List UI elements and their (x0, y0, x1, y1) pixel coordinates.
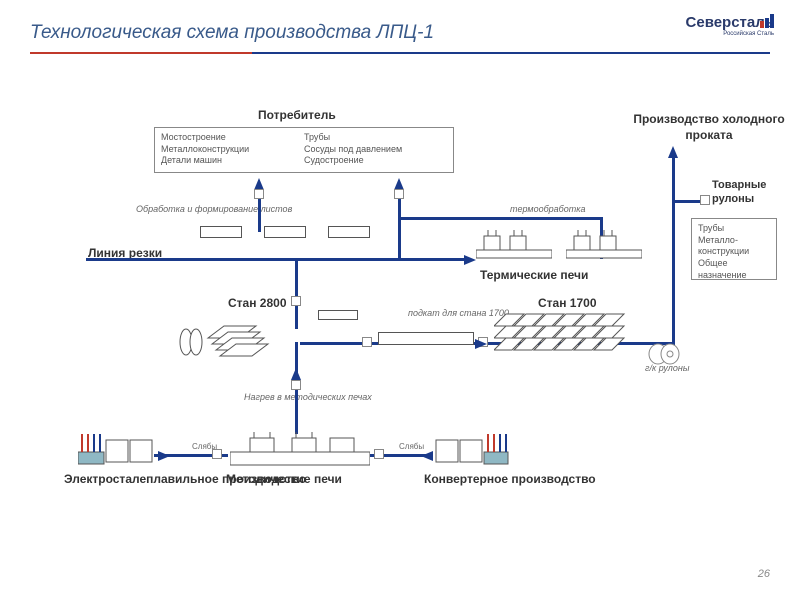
eaf-plant-icon (78, 420, 156, 473)
logo-subtitle: Российская Сталь (686, 31, 774, 37)
consumer-box: Мостостроение Металлоконструкции Детали … (154, 127, 454, 173)
commodity-rolls-label: Товарные рулоны (712, 178, 800, 207)
pbox-0: Трубы (698, 223, 770, 235)
furnace-heating-label: Нагрев в методических печах (244, 392, 372, 403)
arrow-box-icon (291, 380, 301, 390)
mill1700-icon (494, 306, 644, 361)
arrow-box-icon (700, 195, 710, 205)
converter-label: Конвертерное производство (424, 472, 596, 488)
slab-icon (200, 226, 242, 238)
slab-icon (328, 226, 370, 238)
pbox-2: Общее назначение (698, 258, 770, 281)
cbox-c1-2: Детали машин (161, 155, 304, 167)
subroll-bar-icon (378, 332, 474, 345)
pbox-1: Металло-конструкции (698, 235, 770, 258)
coil-icon (648, 342, 682, 371)
arrow-icon (475, 337, 489, 351)
slide-title: Технологическая схема производства ЛПЦ-1 (30, 22, 434, 44)
cbox-c1-1: Металлоконструкции (161, 144, 304, 156)
flow-heat-left (398, 217, 401, 259)
flow-cold (672, 158, 675, 346)
cbox-c2-1: Сосуды под давлением (304, 144, 447, 156)
flow-heat-top (398, 217, 602, 220)
eaf-label: Электросталеплавильное производство (64, 472, 306, 488)
cold-rolling-label: Производство холодного проката (618, 112, 800, 143)
arrow-box-icon (254, 189, 264, 199)
cbox-c2-0: Трубы (304, 132, 447, 144)
arrow-box-icon (394, 189, 404, 199)
logo: Северсталь Российская Сталь (686, 14, 774, 37)
flow-cutting (86, 258, 468, 261)
thermal-furnace-icon (566, 228, 642, 265)
cbox-c2-2: Судостроение (304, 155, 447, 167)
flow-2800-up (295, 259, 298, 329)
products-box: Трубы Металло-конструкции Общее назначен… (691, 218, 777, 280)
cbox-c1-0: Мостостроение (161, 132, 304, 144)
heat-treatment-label: термообработка (510, 204, 585, 214)
logo-bars-icon (760, 14, 778, 28)
mill2800-label: Стан 2800 (228, 296, 287, 310)
arrow-box-icon (291, 296, 301, 306)
methodical-furnace-icon (230, 432, 370, 473)
page-number: 26 (758, 568, 770, 580)
converter-plant-icon (432, 420, 510, 473)
mill2800-icon (176, 312, 286, 363)
title-divider (30, 52, 770, 54)
arrow-box-icon (374, 449, 384, 459)
arrow-up-icon (666, 146, 680, 160)
slab-icon (318, 310, 358, 320)
arrow-box-icon (212, 449, 222, 459)
thermal-furnaces-label: Термические печи (480, 268, 588, 282)
arrow-box-icon (362, 337, 372, 347)
arrow-icon (158, 449, 172, 463)
slab-icon (264, 226, 306, 238)
thermal-furnace-icon (476, 228, 552, 265)
sheet-forming-label: Обработка и формирование листов (136, 204, 292, 214)
consumer-label: Потребитель (258, 108, 336, 122)
